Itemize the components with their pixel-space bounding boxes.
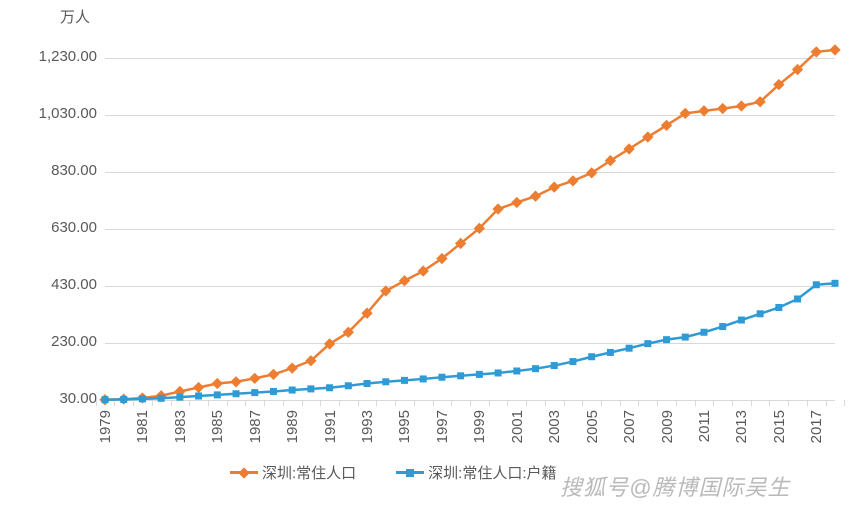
x-tick-mark: [227, 400, 228, 406]
legend-line: [396, 471, 424, 474]
gridline: [105, 115, 835, 116]
x-tick-label: 2003: [546, 410, 563, 443]
y-tick-label: 630.00: [27, 219, 97, 236]
x-tick-mark: [358, 400, 359, 406]
x-tick-mark: [507, 400, 508, 406]
x-tick-mark: [171, 400, 172, 406]
x-tick-mark: [545, 400, 546, 406]
x-tick-label: 2007: [621, 410, 638, 443]
x-tick-label: 1985: [209, 410, 226, 443]
x-tick-mark: [208, 400, 209, 406]
y-tick-label: 1,230.00: [27, 48, 97, 65]
x-tick-mark: [620, 400, 621, 406]
legend-line: [230, 471, 258, 474]
x-tick-mark: [769, 400, 770, 406]
x-tick-mark: [264, 400, 265, 406]
x-tick-label: 1979: [97, 410, 114, 443]
x-tick-label: 2017: [808, 410, 825, 443]
x-tick-mark: [470, 400, 471, 406]
x-tick-label: 2011: [696, 410, 713, 442]
x-tick-mark: [807, 400, 808, 406]
x-tick-label: 1981: [134, 410, 151, 443]
x-tick-mark: [751, 400, 752, 406]
gridline: [105, 58, 835, 59]
gridline: [105, 229, 835, 230]
y-tick-label: 230.00: [27, 333, 97, 350]
watermark: 搜狐号@腾博国际吴生: [560, 470, 790, 502]
x-tick-mark: [395, 400, 396, 406]
x-tick-mark: [826, 400, 827, 406]
legend-item: 深圳:常住人口:户籍: [396, 462, 556, 483]
x-tick-mark: [564, 400, 565, 406]
x-tick-label: 1997: [434, 410, 451, 443]
x-tick-mark: [96, 400, 97, 406]
x-tick-mark: [844, 400, 845, 406]
x-tick-mark: [283, 400, 284, 406]
x-tick-mark: [451, 400, 452, 406]
x-tick-mark: [245, 400, 246, 406]
gridline: [105, 343, 835, 344]
x-tick-mark: [695, 400, 696, 406]
legend-marker: [406, 469, 414, 477]
y-axis-title: 万人: [60, 6, 90, 27]
x-tick-mark: [788, 400, 789, 406]
legend-label: 深圳:常住人口: [262, 462, 356, 483]
x-tick-mark: [732, 400, 733, 406]
x-tick-label: 2005: [584, 410, 601, 443]
x-tick-mark: [376, 400, 377, 406]
x-tick-mark: [189, 400, 190, 406]
x-tick-label: 1993: [359, 410, 376, 443]
x-tick-mark: [713, 400, 714, 406]
x-tick-mark: [414, 400, 415, 406]
x-tick-mark: [114, 400, 115, 406]
x-tick-mark: [133, 400, 134, 406]
gridline: [105, 172, 835, 173]
x-tick-mark: [638, 400, 639, 406]
x-tick-mark: [582, 400, 583, 406]
y-tick-label: 830.00: [27, 162, 97, 179]
plot-area: [105, 30, 835, 400]
x-tick-mark: [489, 400, 490, 406]
x-tick-mark: [526, 400, 527, 406]
x-tick-mark: [302, 400, 303, 406]
x-tick-label: 1983: [172, 410, 189, 443]
x-tick-mark: [152, 400, 153, 406]
legend-marker: [238, 467, 249, 478]
x-tick-mark: [657, 400, 658, 406]
gridline: [105, 286, 835, 287]
x-tick-mark: [676, 400, 677, 406]
legend-item: 深圳:常住人口: [230, 462, 356, 483]
legend-label: 深圳:常住人口:户籍: [428, 462, 556, 483]
legend: 深圳:常住人口 深圳:常住人口:户籍: [230, 462, 557, 483]
x-tick-label: 1987: [247, 410, 264, 443]
x-tick-label: 2009: [659, 410, 676, 443]
x-tick-label: 1995: [396, 410, 413, 443]
y-tick-label: 30.00: [27, 390, 97, 407]
x-tick-mark: [601, 400, 602, 406]
x-tick-label: 2001: [509, 410, 526, 443]
x-tick-label: 1999: [471, 410, 488, 443]
x-tick-mark: [339, 400, 340, 406]
x-tick-mark: [320, 400, 321, 406]
y-tick-label: 430.00: [27, 276, 97, 293]
x-tick-mark: [433, 400, 434, 406]
x-tick-label: 1989: [284, 410, 301, 443]
y-tick-label: 1,030.00: [27, 105, 97, 122]
x-tick-label: 2013: [733, 410, 750, 443]
x-tick-label: 2015: [771, 410, 788, 443]
chart-container: 万人 深圳:常住人口 深圳:常住人口:户籍 搜狐号@腾博国际吴生 30.00 23…: [0, 0, 861, 517]
x-tick-label: 1991: [322, 410, 339, 443]
